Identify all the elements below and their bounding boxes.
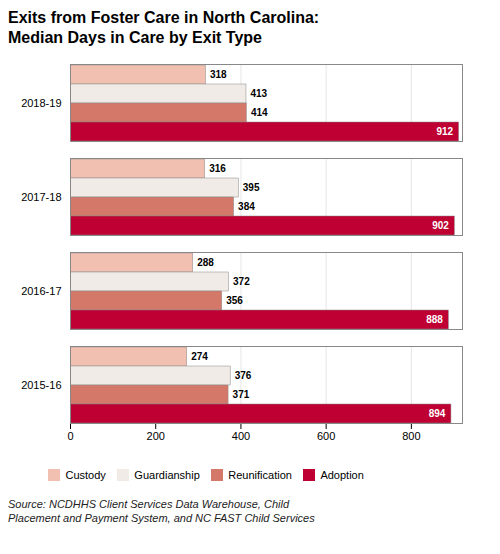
svg-text:894: 894 [429,408,446,419]
svg-text:371: 371 [233,389,250,400]
svg-text:902: 902 [432,220,449,231]
svg-text:376: 376 [235,370,252,381]
svg-text:2016-17: 2016-17 [21,285,61,297]
svg-text:600: 600 [317,430,335,442]
svg-text:200: 200 [147,430,165,442]
svg-text:0: 0 [67,430,73,442]
html-text:Reunification: Reunification [228,468,292,481]
html-text:Exits from Foster Care in Nort: Exits from Foster Care in North Carolina… [8,9,320,26]
svg-text:400: 400 [232,430,250,442]
html-text:Median Days in Care by Exit Ty: Median Days in Care by Exit Type [8,29,262,46]
html-text:Placement and Payment System,: Placement and Payment System, and NC FAS… [8,512,315,524]
svg-text:318: 318 [210,69,227,80]
html-text:Adoption: Adoption [320,468,364,481]
svg-text:356: 356 [226,295,243,306]
html-text:Guardianship: Guardianship [134,468,200,481]
svg-text:414: 414 [251,107,268,118]
svg-text:2018-19: 2018-19 [21,97,61,109]
svg-text:2015-16: 2015-16 [21,379,61,391]
svg-text:384: 384 [238,201,255,212]
svg-text:274: 274 [191,351,208,362]
svg-text:912: 912 [436,126,453,137]
html-text:Custody: Custody [65,468,106,481]
svg-text:2017-18: 2017-18 [21,191,61,203]
svg-text:800: 800 [402,430,420,442]
svg-text:372: 372 [233,276,250,287]
svg-text:288: 288 [197,257,214,268]
svg-text:888: 888 [426,314,443,325]
html-text:Source: NCDHHS Client Services: Source: NCDHHS Client Services Data Ware… [8,498,289,510]
svg-text:395: 395 [243,182,260,193]
svg-text:316: 316 [209,163,226,174]
svg-text:413: 413 [250,88,267,99]
